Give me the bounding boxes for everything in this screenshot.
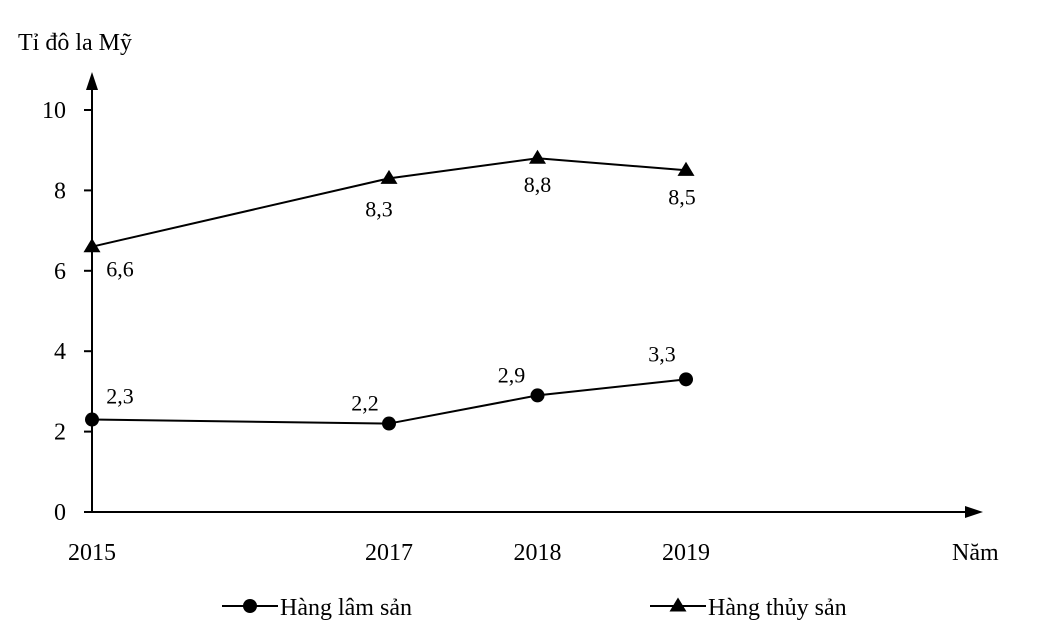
series-layer	[83, 149, 695, 431]
x-axis-ticks: 2015 2017 2018 2019	[68, 540, 710, 566]
y-tick-label: 6	[54, 259, 66, 285]
data-label: 6,6	[106, 257, 134, 282]
x-axis-title: Năm	[952, 540, 999, 566]
data-labels: 2,3 2,2 2,9 3,3 6,6 8,3 8,8 8,5	[106, 172, 696, 415]
y-axis-arrow	[86, 72, 98, 90]
y-axis-ticks: 0 2 4 6 8 10	[42, 98, 92, 526]
data-point	[85, 412, 99, 427]
x-tick-label: 2019	[662, 540, 710, 566]
legend-label: Hàng thủy sản	[708, 595, 847, 621]
y-axis-title: Tỉ đô la Mỹ	[18, 30, 132, 56]
legend-label: Hàng lâm sản	[280, 595, 412, 621]
data-label: 8,8	[524, 172, 552, 197]
data-label: 2,3	[106, 384, 134, 409]
x-tick-label: 2015	[68, 540, 116, 566]
y-tick-label: 0	[54, 500, 66, 526]
data-point	[679, 372, 693, 387]
data-point	[382, 416, 396, 431]
data-point	[530, 388, 545, 403]
data-label: 2,2	[351, 391, 379, 416]
x-axis-arrow	[965, 506, 983, 518]
data-label: 8,3	[365, 196, 393, 221]
data-label: 8,5	[668, 184, 696, 209]
data-label: 3,3	[648, 341, 676, 366]
data-point	[677, 161, 695, 176]
legend: Hàng lâm sản Hàng thủy sản	[222, 595, 847, 621]
series-line	[91, 378, 687, 425]
y-tick-label: 2	[54, 420, 66, 446]
legend-marker	[669, 597, 687, 612]
legend-marker	[243, 599, 257, 613]
y-tick-label: 8	[54, 178, 66, 204]
x-tick-label: 2018	[514, 540, 562, 566]
data-point	[83, 238, 101, 253]
series-line	[91, 157, 687, 248]
y-tick-label: 4	[54, 339, 66, 365]
data-point	[529, 149, 546, 164]
data-point	[380, 169, 398, 184]
y-tick-label: 10	[42, 98, 66, 124]
data-label: 2,9	[498, 362, 526, 387]
x-tick-label: 2017	[365, 540, 413, 566]
